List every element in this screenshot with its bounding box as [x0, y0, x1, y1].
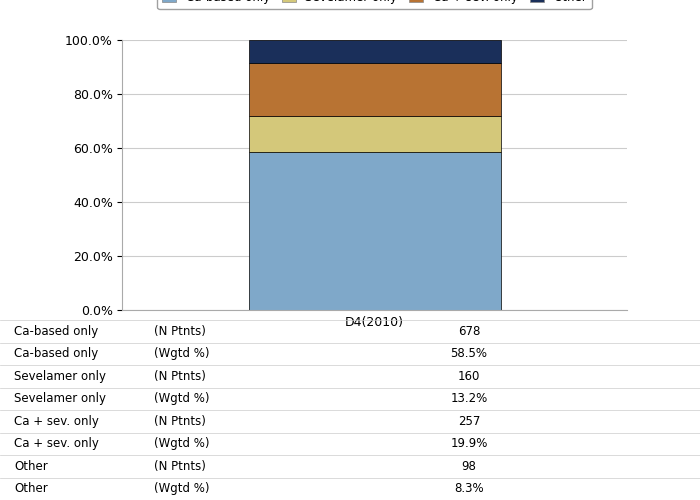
Text: 13.2%: 13.2% — [450, 392, 488, 405]
Text: Ca + sev. only: Ca + sev. only — [14, 415, 99, 428]
Text: Ca + sev. only: Ca + sev. only — [14, 437, 99, 450]
Text: 8.3%: 8.3% — [454, 482, 484, 495]
Text: (Wgtd %): (Wgtd %) — [154, 392, 209, 405]
Text: (N Ptnts): (N Ptnts) — [154, 460, 206, 473]
Bar — [248, 62, 500, 116]
Text: 58.5%: 58.5% — [451, 347, 487, 360]
Text: 160: 160 — [458, 370, 480, 383]
Text: (Wgtd %): (Wgtd %) — [154, 482, 209, 495]
Text: 678: 678 — [458, 325, 480, 338]
Text: Other: Other — [14, 482, 48, 495]
Bar — [248, 40, 500, 62]
Text: (N Ptnts): (N Ptnts) — [154, 325, 206, 338]
Text: Ca-based only: Ca-based only — [14, 325, 98, 338]
Bar — [248, 152, 500, 310]
Text: 98: 98 — [461, 460, 477, 473]
Text: 19.9%: 19.9% — [450, 437, 488, 450]
Text: Sevelamer only: Sevelamer only — [14, 370, 106, 383]
Text: Ca-based only: Ca-based only — [14, 347, 98, 360]
Bar — [248, 116, 500, 152]
Text: 257: 257 — [458, 415, 480, 428]
Text: (Wgtd %): (Wgtd %) — [154, 437, 209, 450]
Text: (Wgtd %): (Wgtd %) — [154, 347, 209, 360]
Text: (N Ptnts): (N Ptnts) — [154, 370, 206, 383]
Text: (N Ptnts): (N Ptnts) — [154, 415, 206, 428]
Text: Other: Other — [14, 460, 48, 473]
Text: Sevelamer only: Sevelamer only — [14, 392, 106, 405]
Legend: Ca-based only, Sevelamer only, Ca + sev. only, Other: Ca-based only, Sevelamer only, Ca + sev.… — [158, 0, 592, 9]
